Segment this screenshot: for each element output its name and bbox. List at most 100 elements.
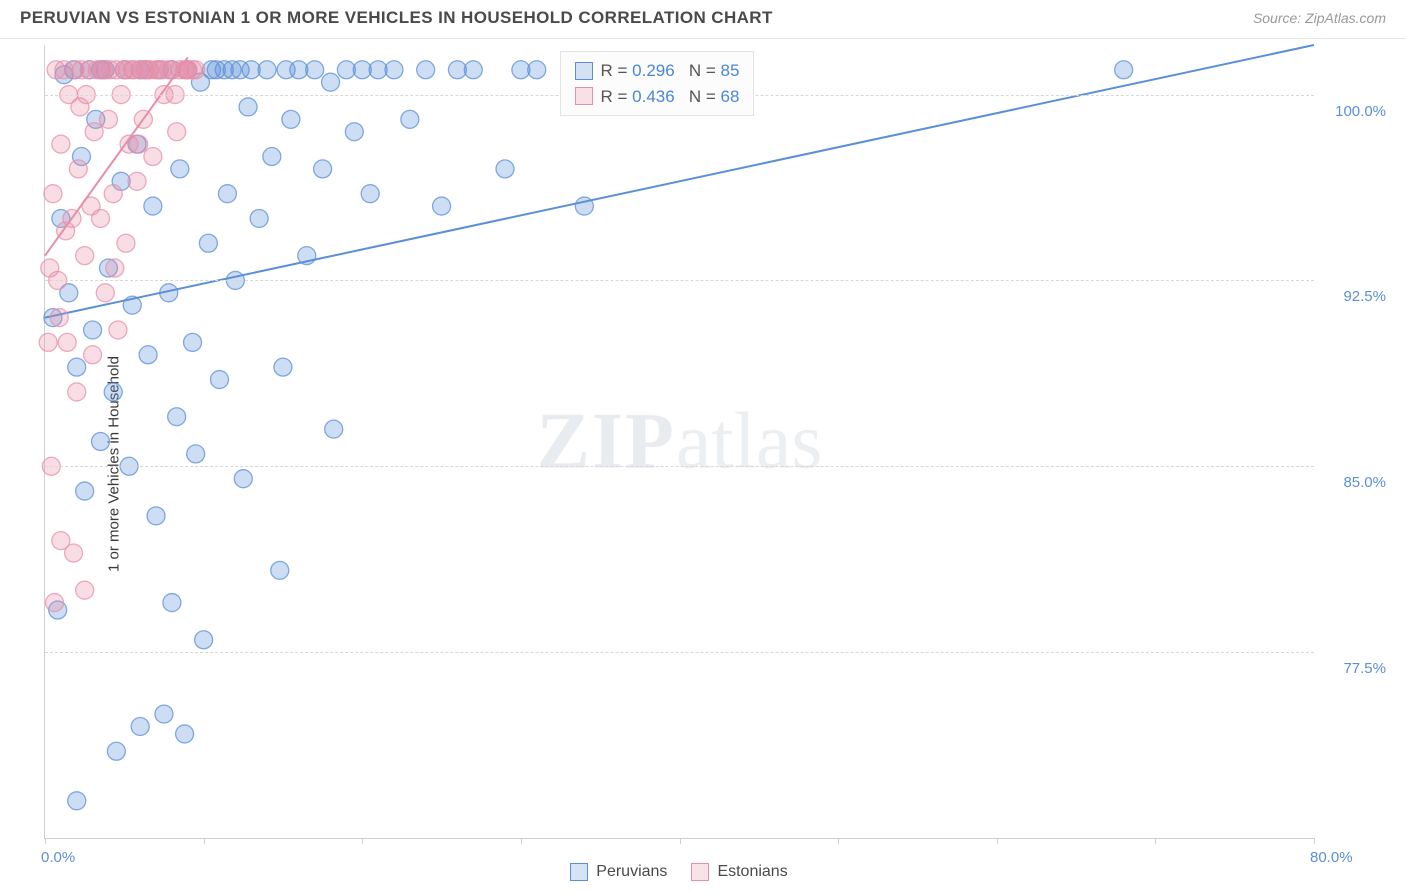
data-point — [250, 209, 268, 227]
y-tick-label: 100.0% — [1335, 103, 1386, 120]
data-point — [84, 321, 102, 339]
data-point — [496, 160, 514, 178]
data-point — [104, 185, 122, 203]
stats-text: R = 0.436 N = 68 — [601, 84, 740, 110]
data-point — [528, 61, 546, 79]
x-tick-label: 80.0% — [1310, 849, 1353, 866]
stats-legend-row: R = 0.436 N = 68 — [575, 84, 740, 110]
legend-label-estonians: Estonians — [717, 863, 787, 881]
stats-legend: R = 0.296 N = 85R = 0.436 N = 68 — [560, 51, 755, 116]
data-point — [118, 61, 136, 79]
chart-header: PERUVIAN VS ESTONIAN 1 OR MORE VEHICLES … — [0, 0, 1406, 39]
chart-title: PERUVIAN VS ESTONIAN 1 OR MORE VEHICLES … — [20, 8, 773, 28]
data-point — [464, 61, 482, 79]
data-point — [325, 420, 343, 438]
data-point — [1115, 61, 1133, 79]
data-point — [85, 123, 103, 141]
data-point — [147, 507, 165, 525]
data-point — [153, 61, 171, 79]
stats-text: R = 0.296 N = 85 — [601, 58, 740, 84]
data-point — [239, 98, 257, 116]
legend-item-peruvians: Peruvians — [570, 863, 667, 881]
data-point — [274, 358, 292, 376]
data-point — [68, 383, 86, 401]
legend-label-peruvians: Peruvians — [596, 863, 667, 881]
data-point — [218, 185, 236, 203]
data-point — [65, 544, 83, 562]
data-point — [306, 61, 324, 79]
data-point — [84, 346, 102, 364]
data-point — [39, 333, 57, 351]
data-point — [52, 135, 70, 153]
x-tick — [204, 838, 205, 844]
stats-swatch-icon — [575, 87, 593, 105]
data-point — [44, 185, 62, 203]
x-tick — [1314, 838, 1315, 844]
data-point — [195, 631, 213, 649]
data-point — [95, 61, 113, 79]
data-point — [71, 98, 89, 116]
data-point — [130, 135, 148, 153]
data-point — [76, 482, 94, 500]
stats-swatch-icon — [575, 62, 593, 80]
x-tick — [1155, 838, 1156, 844]
data-point — [58, 333, 76, 351]
x-tick — [362, 838, 363, 844]
data-point — [282, 110, 300, 128]
data-point — [401, 110, 419, 128]
gridline — [45, 280, 1314, 281]
gridline — [45, 652, 1314, 653]
x-tick — [521, 838, 522, 844]
y-tick-label: 77.5% — [1343, 660, 1386, 677]
data-point — [96, 284, 114, 302]
data-point — [199, 234, 217, 252]
data-point — [68, 792, 86, 810]
data-point — [139, 346, 157, 364]
legend-item-estonians: Estonians — [691, 863, 787, 881]
gridline — [45, 466, 1314, 467]
data-point — [433, 197, 451, 215]
data-point — [76, 581, 94, 599]
data-point — [69, 160, 87, 178]
x-tick — [838, 838, 839, 844]
data-point — [144, 148, 162, 166]
footer-legend: Peruvians Estonians — [44, 863, 1314, 881]
data-point — [385, 61, 403, 79]
swatch-peruvians-icon — [570, 863, 588, 881]
x-tick — [997, 838, 998, 844]
data-point — [144, 197, 162, 215]
swatch-estonians-icon — [691, 863, 709, 881]
data-point — [76, 247, 94, 265]
data-point — [417, 61, 435, 79]
y-tick-label: 85.0% — [1343, 474, 1386, 491]
data-point — [263, 148, 281, 166]
data-point — [184, 333, 202, 351]
data-point — [187, 445, 205, 463]
data-point — [163, 594, 181, 612]
data-point — [184, 61, 202, 79]
data-point — [361, 185, 379, 203]
data-point — [68, 358, 86, 376]
chart-area: 1 or more Vehicles in Household ZIPatlas… — [0, 39, 1406, 889]
plot-region: ZIPatlas 77.5%85.0%92.5%100.0%0.0%80.0%R… — [44, 45, 1314, 839]
data-point — [234, 470, 252, 488]
data-point — [46, 594, 64, 612]
stats-legend-row: R = 0.296 N = 85 — [575, 58, 740, 84]
x-tick — [45, 838, 46, 844]
data-point — [210, 371, 228, 389]
data-point — [176, 725, 194, 743]
data-point — [107, 742, 125, 760]
data-point — [271, 561, 289, 579]
data-point — [50, 309, 68, 327]
data-point — [117, 234, 135, 252]
data-point — [168, 408, 186, 426]
data-point — [171, 160, 189, 178]
data-point — [131, 717, 149, 735]
data-point — [155, 705, 173, 723]
y-tick-label: 92.5% — [1343, 288, 1386, 305]
data-point — [109, 321, 127, 339]
chart-svg — [45, 45, 1314, 838]
data-point — [104, 383, 122, 401]
data-point — [322, 73, 340, 91]
data-point — [128, 172, 146, 190]
